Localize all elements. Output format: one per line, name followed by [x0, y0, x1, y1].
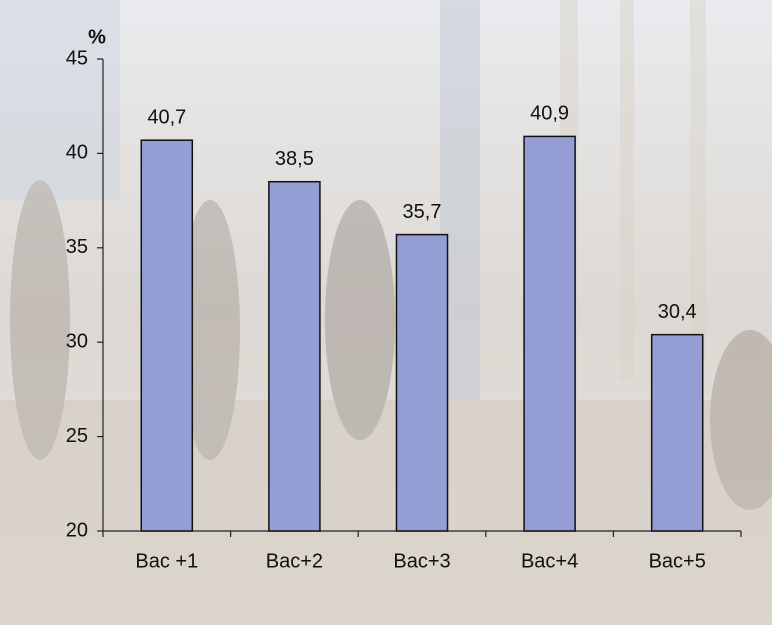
x-tick-label: Bac+2 — [266, 550, 323, 572]
y-tick-label: 30 — [66, 330, 88, 352]
x-tick-label: Bac+5 — [649, 550, 706, 572]
bar — [650, 333, 704, 532]
bar — [395, 233, 449, 532]
value-label: 40,9 — [530, 103, 569, 125]
bar — [268, 180, 321, 532]
value-label: 38,5 — [275, 148, 314, 170]
y-tick-label: 25 — [66, 425, 88, 447]
y-tick-label: 35 — [66, 236, 88, 258]
x-tick-label: Bac+3 — [393, 550, 450, 572]
bar — [523, 135, 576, 532]
value-label: 40,7 — [147, 106, 186, 128]
x-tick-label: Bac+4 — [521, 550, 578, 572]
y-tick-label: 45 — [66, 47, 88, 69]
y-axis-label: % — [88, 26, 106, 48]
y-tick-label: 20 — [66, 519, 88, 541]
value-label: 30,4 — [658, 301, 697, 323]
x-tick-label: Bac +1 — [135, 550, 198, 572]
bar — [140, 139, 194, 532]
y-tick-label: 40 — [66, 142, 88, 164]
value-label: 35,7 — [403, 201, 442, 223]
